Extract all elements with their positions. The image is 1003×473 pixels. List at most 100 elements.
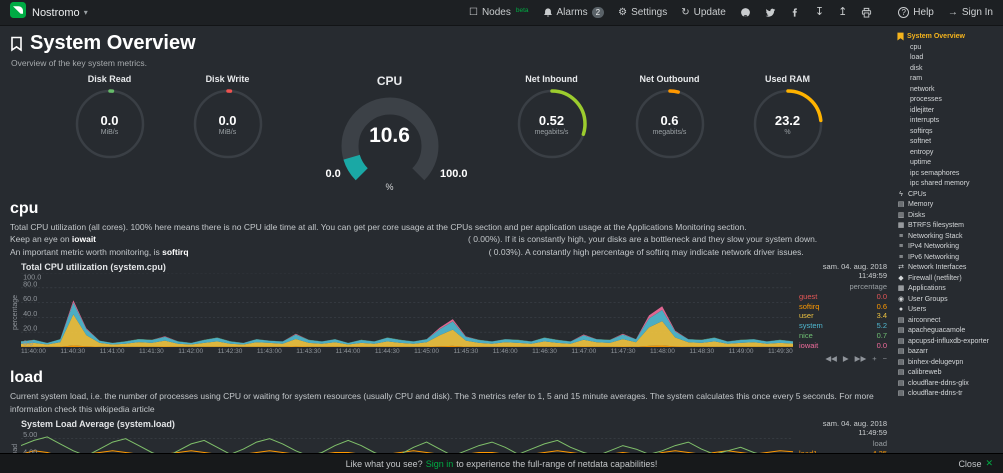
sidebar-item-user-groups[interactable]: ◉ User Groups bbox=[897, 295, 999, 306]
sidebar-item-memory[interactable]: ▤ Memory bbox=[897, 200, 999, 211]
sidebar-item-entropy[interactable]: entropy bbox=[910, 148, 934, 156]
legend-row-user[interactable]: user 3.4 bbox=[799, 311, 887, 321]
alarms-count-badge: 2 bbox=[591, 7, 605, 18]
alarms-button[interactable]: Alarms 2 bbox=[543, 7, 605, 18]
svg-text:20.0: 20.0 bbox=[23, 325, 37, 333]
sidebar-item-ram[interactable]: ram bbox=[910, 75, 923, 82]
legend-units-label: percentage bbox=[849, 281, 887, 291]
gauge-disk-write[interactable]: Disk Write 0.0 MiB/s bbox=[182, 74, 274, 161]
sidebar-item-apcupsd-influxdb-exporter[interactable]: ▤ apcupsd-influxdb-exporter bbox=[897, 337, 999, 348]
update-button[interactable]: ↻ Update bbox=[681, 7, 726, 18]
sidebar-item-idlejitter[interactable]: idlejitter bbox=[910, 106, 935, 114]
twitter-button[interactable] bbox=[765, 7, 776, 18]
nodes-label: Nodes bbox=[481, 7, 511, 18]
settings-button[interactable]: ⚙ Settings bbox=[618, 7, 667, 18]
sidebar-item-ipc-semaphores[interactable]: ipc semaphores bbox=[910, 169, 960, 177]
sidebar-item-load[interactable]: load bbox=[910, 54, 924, 61]
description-text: Total CPU utilization (all cores). 100% … bbox=[10, 222, 747, 232]
sidebar-item-softirqs[interactable]: softirqs bbox=[910, 127, 933, 135]
sidebar-item-cloudflare-ddns-tr[interactable]: ▤ cloudflare-ddns-tr bbox=[897, 389, 999, 400]
sidebar-item-firewall-netfilter[interactable]: ◆ Firewall (netfilter) bbox=[897, 274, 999, 285]
facebook-button[interactable] bbox=[790, 7, 801, 18]
play-icon[interactable]: ▶ bbox=[842, 354, 849, 364]
legend-series-name: iowait bbox=[799, 340, 819, 350]
x-tick-label: 11:47:30 bbox=[610, 347, 636, 355]
sidebar-item-processes[interactable]: processes bbox=[910, 96, 942, 103]
sidebar-item-network[interactable]: network bbox=[910, 85, 935, 93]
wikipedia-link[interactable]: this wikipedia article bbox=[78, 403, 155, 414]
sidebar-item-uptime[interactable]: uptime bbox=[910, 159, 932, 166]
gauge-used-ram[interactable]: Used RAM 23.2% bbox=[742, 74, 834, 161]
gauge-disk-read[interactable]: Disk Read 0.0 MiB/s bbox=[64, 74, 156, 161]
gauge-net-inbound[interactable]: Net Inbound 0.52 megabits/s bbox=[506, 74, 598, 161]
legend-row-nice[interactable]: nice 0.7 bbox=[799, 331, 887, 341]
sidebar-item-cpu[interactable]: cpu bbox=[910, 43, 922, 51]
nodes-icon: ☐ bbox=[468, 6, 478, 18]
x-tick-label: 11:42:30 bbox=[217, 347, 243, 355]
nodes-button[interactable]: ☐ Nodes beta bbox=[469, 7, 529, 18]
banner-text: Like what you see? bbox=[345, 458, 423, 469]
sidebar-item-disks[interactable]: ▥ Disks bbox=[897, 211, 999, 222]
sidebar-item-users[interactable]: ● Users bbox=[897, 305, 999, 316]
help-button[interactable]: ? Help bbox=[898, 7, 934, 18]
signin-label: Sign In bbox=[961, 7, 993, 18]
node-selector[interactable]: Nostromo ▾ bbox=[32, 7, 88, 19]
sidebar-item-calibreweb[interactable]: ▤ calibreweb bbox=[897, 368, 999, 379]
chart-icon: ▤ bbox=[897, 390, 905, 397]
gauge-unit: megabits/s bbox=[534, 128, 569, 136]
update-label: Update bbox=[693, 7, 726, 18]
sidebar-item-binhex-delugevpn[interactable]: ▤ binhex-delugevpn bbox=[897, 358, 999, 369]
sidebar-item-ipv6-networking[interactable]: ≡ IPv6 Networking bbox=[897, 253, 999, 264]
chart-icon: ▤ bbox=[897, 337, 905, 345]
gauge-value: 10.6 bbox=[369, 124, 410, 147]
x-tick-label: 11:49:30 bbox=[767, 347, 793, 355]
github-button[interactable] bbox=[740, 7, 751, 18]
sidebar-item-softnet[interactable]: softnet bbox=[910, 138, 932, 145]
sidebar-item-label: calibreweb bbox=[908, 369, 942, 376]
x-tick-label: 11:47:00 bbox=[571, 347, 597, 355]
sidebar-item-cloudflare-ddns-glix[interactable]: ▤ cloudflare-ddns-glix bbox=[897, 379, 999, 390]
close-banner-button[interactable]: Close ✕ bbox=[958, 458, 993, 469]
banner-signin-link[interactable]: Sign in bbox=[425, 458, 454, 469]
pan-left-icon[interactable]: ◀◀ bbox=[825, 354, 837, 364]
import-snapshot-button[interactable]: ↧ bbox=[815, 7, 824, 18]
sidebar-item-network-interfaces[interactable]: ⇄ Network Interfaces bbox=[897, 263, 999, 274]
x-tick-label: 11:44:30 bbox=[374, 347, 400, 355]
signin-button[interactable]: → Sign In bbox=[948, 7, 993, 18]
y-axis-label: percentage bbox=[10, 262, 21, 364]
sidebar-item-system-overview[interactable]: System Overview bbox=[897, 32, 999, 43]
sidebar-item-cpus[interactable]: ϟ CPUs bbox=[897, 190, 999, 201]
gauge-net-outbound[interactable]: Net Outbound 0.6 megabits/s bbox=[624, 74, 716, 161]
export-snapshot-button[interactable]: ↥ bbox=[838, 7, 847, 18]
sidebar-item-airconnect[interactable]: ▤ airconnect bbox=[897, 316, 999, 327]
legend-row-softirq[interactable]: softirq 0.6 bbox=[799, 302, 887, 312]
sidebar-item-bazarr[interactable]: ▤ bazarr bbox=[897, 347, 999, 358]
legend-series-name: system bbox=[799, 321, 823, 331]
sidebar-item-networking-stack[interactable]: ≡ Networking Stack bbox=[897, 232, 999, 243]
sidebar-item-apacheguacamole[interactable]: ▤ apacheguacamole bbox=[897, 326, 999, 337]
zoom-in-icon[interactable]: + bbox=[872, 354, 877, 364]
gauge-ring-arc bbox=[516, 89, 587, 159]
sidebar-item-interrupts[interactable]: interrupts bbox=[910, 117, 940, 124]
legend-row-guest[interactable]: guest 0.0 bbox=[799, 292, 887, 302]
netdata-logo[interactable] bbox=[10, 2, 26, 23]
sidebar-item-btrfs-filesystem[interactable]: ▦ BTRFS filesystem bbox=[897, 221, 999, 232]
pan-right-icon[interactable]: ▶▶ bbox=[854, 354, 867, 364]
zoom-out-icon[interactable]: − bbox=[882, 354, 887, 364]
legend-row-system[interactable]: system 5.2 bbox=[799, 321, 887, 331]
sidebar-item-ipv4-networking[interactable]: ≡ IPv4 Networking bbox=[897, 242, 999, 253]
sidebar-item-ipc-shared-memory[interactable]: ipc shared memory bbox=[910, 180, 970, 187]
gauge-cpu[interactable]: CPU 10.6 0.0 100.0% bbox=[304, 74, 476, 192]
sidebar-item-label: CPUs bbox=[908, 190, 927, 198]
legend-row-iowait[interactable]: iowait 0.0 bbox=[799, 341, 887, 351]
sidebar-item-disk[interactable]: disk bbox=[910, 64, 923, 72]
legend-series-value: 3.4 bbox=[876, 311, 887, 321]
cpu-section: cpu Total CPU utilization (all cores). 1… bbox=[10, 200, 887, 363]
ipv4-icon: ≡ bbox=[898, 243, 904, 250]
sidebar-item-applications[interactable]: ▦ Applications bbox=[897, 284, 999, 295]
cpu-section-heading: cpu bbox=[10, 200, 39, 217]
chart-title: System Load Average (system.load) bbox=[21, 419, 175, 430]
x-tick-label: 11:45:00 bbox=[414, 347, 439, 355]
print-button[interactable] bbox=[861, 7, 872, 18]
